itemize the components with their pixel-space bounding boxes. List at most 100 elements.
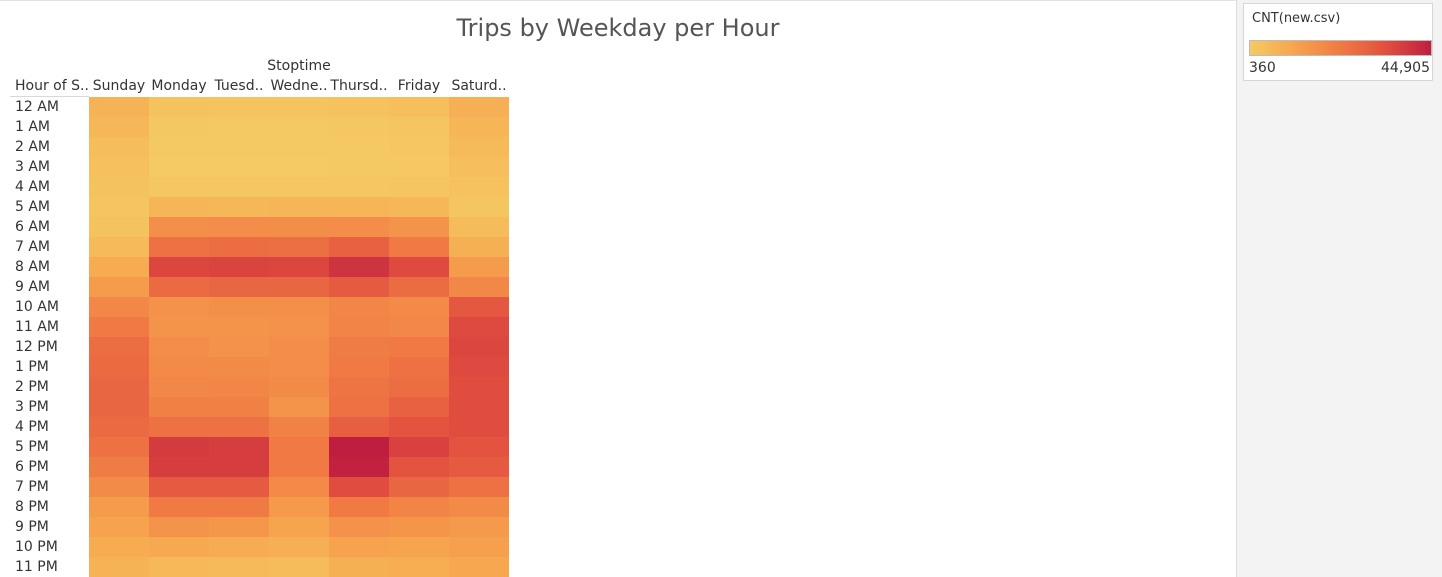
heatmap-cell[interactable]: [329, 317, 389, 337]
heatmap-cell[interactable]: [149, 97, 209, 117]
row-label[interactable]: 5 PM: [15, 439, 49, 455]
heatmap-cell[interactable]: [449, 97, 509, 117]
heatmap-cell[interactable]: [449, 377, 509, 397]
heatmap-cell[interactable]: [89, 117, 149, 137]
heatmap-cell[interactable]: [209, 257, 269, 277]
heatmap-cell[interactable]: [329, 557, 389, 577]
heatmap-cell[interactable]: [269, 217, 329, 237]
heatmap-cell[interactable]: [389, 397, 449, 417]
heatmap-cell[interactable]: [329, 137, 389, 157]
row-label[interactable]: 5 AM: [15, 199, 51, 215]
heatmap-cell[interactable]: [269, 477, 329, 497]
heatmap-cell[interactable]: [449, 197, 509, 217]
heatmap-cell[interactable]: [329, 337, 389, 357]
heatmap-cell[interactable]: [269, 197, 329, 217]
heatmap-cell[interactable]: [149, 217, 209, 237]
heatmap-cell[interactable]: [89, 157, 149, 177]
heatmap-cell[interactable]: [89, 417, 149, 437]
row-label[interactable]: 1 AM: [15, 119, 51, 135]
heatmap-cell[interactable]: [329, 197, 389, 217]
heatmap-cell[interactable]: [209, 397, 269, 417]
row-label[interactable]: 12 AM: [15, 99, 59, 115]
heatmap-cell[interactable]: [269, 417, 329, 437]
heatmap-cell[interactable]: [389, 477, 449, 497]
heatmap-cell[interactable]: [329, 417, 389, 437]
row-label[interactable]: 4 AM: [15, 179, 51, 195]
heatmap-cell[interactable]: [149, 117, 209, 137]
row-label[interactable]: 3 PM: [15, 399, 49, 415]
heatmap-cell[interactable]: [209, 417, 269, 437]
heatmap-cell[interactable]: [149, 537, 209, 557]
heatmap-cell[interactable]: [149, 277, 209, 297]
heatmap-cell[interactable]: [449, 397, 509, 417]
row-label[interactable]: 2 AM: [15, 139, 51, 155]
heatmap-cell[interactable]: [389, 197, 449, 217]
heatmap-cell[interactable]: [329, 497, 389, 517]
row-label[interactable]: 7 PM: [15, 479, 49, 495]
heatmap-cell[interactable]: [209, 317, 269, 337]
row-label[interactable]: 3 AM: [15, 159, 51, 175]
heatmap-cell[interactable]: [269, 317, 329, 337]
heatmap-cell[interactable]: [269, 557, 329, 577]
heatmap-cell[interactable]: [389, 497, 449, 517]
heatmap-cell[interactable]: [89, 177, 149, 197]
heatmap-cell[interactable]: [149, 337, 209, 357]
heatmap-cell[interactable]: [89, 537, 149, 557]
heatmap-cell[interactable]: [449, 477, 509, 497]
row-label[interactable]: 2 PM: [15, 379, 49, 395]
row-label[interactable]: 1 PM: [15, 359, 49, 375]
row-label[interactable]: 7 AM: [15, 239, 51, 255]
heatmap-cell[interactable]: [89, 357, 149, 377]
heatmap-cell[interactable]: [329, 357, 389, 377]
heatmap-cell[interactable]: [449, 437, 509, 457]
heatmap-cell[interactable]: [209, 137, 269, 157]
heatmap-cell[interactable]: [209, 117, 269, 137]
row-label[interactable]: 10 PM: [15, 539, 58, 555]
heatmap-cell[interactable]: [449, 337, 509, 357]
heatmap-cell[interactable]: [149, 377, 209, 397]
heatmap-cell[interactable]: [149, 157, 209, 177]
heatmap-cell[interactable]: [449, 277, 509, 297]
heatmap-cell[interactable]: [389, 237, 449, 257]
heatmap-cell[interactable]: [389, 517, 449, 537]
heatmap-cell[interactable]: [89, 137, 149, 157]
heatmap-cell[interactable]: [389, 357, 449, 377]
heatmap-cell[interactable]: [149, 237, 209, 257]
heatmap-cell[interactable]: [89, 217, 149, 237]
heatmap-cell[interactable]: [149, 517, 209, 537]
row-label[interactable]: 12 PM: [15, 339, 58, 355]
heatmap-cell[interactable]: [209, 337, 269, 357]
heatmap-cell[interactable]: [329, 177, 389, 197]
heatmap-cell[interactable]: [329, 97, 389, 117]
heatmap-cell[interactable]: [269, 537, 329, 557]
heatmap-cell[interactable]: [449, 237, 509, 257]
heatmap-cell[interactable]: [269, 137, 329, 157]
heatmap-cell[interactable]: [389, 257, 449, 277]
heatmap-cell[interactable]: [209, 357, 269, 377]
heatmap-cell[interactable]: [269, 157, 329, 177]
row-label[interactable]: 6 PM: [15, 459, 49, 475]
heatmap-cell[interactable]: [269, 517, 329, 537]
heatmap-cell[interactable]: [389, 457, 449, 477]
heatmap-cell[interactable]: [389, 377, 449, 397]
heatmap-cell[interactable]: [209, 517, 269, 537]
heatmap-cell[interactable]: [269, 437, 329, 457]
heatmap-cell[interactable]: [329, 237, 389, 257]
heatmap-cell[interactable]: [269, 97, 329, 117]
heatmap-cell[interactable]: [89, 257, 149, 277]
heatmap-cell[interactable]: [329, 297, 389, 317]
heatmap-cell[interactable]: [89, 277, 149, 297]
heatmap-cell[interactable]: [389, 117, 449, 137]
heatmap-cell[interactable]: [89, 437, 149, 457]
heatmap-cell[interactable]: [449, 297, 509, 317]
heatmap-cell[interactable]: [269, 277, 329, 297]
heatmap-cell[interactable]: [149, 457, 209, 477]
heatmap-cell[interactable]: [269, 177, 329, 197]
heatmap-cell[interactable]: [449, 257, 509, 277]
heatmap-cell[interactable]: [329, 517, 389, 537]
heatmap-cell[interactable]: [149, 437, 209, 457]
heatmap-cell[interactable]: [389, 337, 449, 357]
heatmap-cell[interactable]: [149, 197, 209, 217]
heatmap-cell[interactable]: [209, 537, 269, 557]
heatmap-cell[interactable]: [209, 437, 269, 457]
